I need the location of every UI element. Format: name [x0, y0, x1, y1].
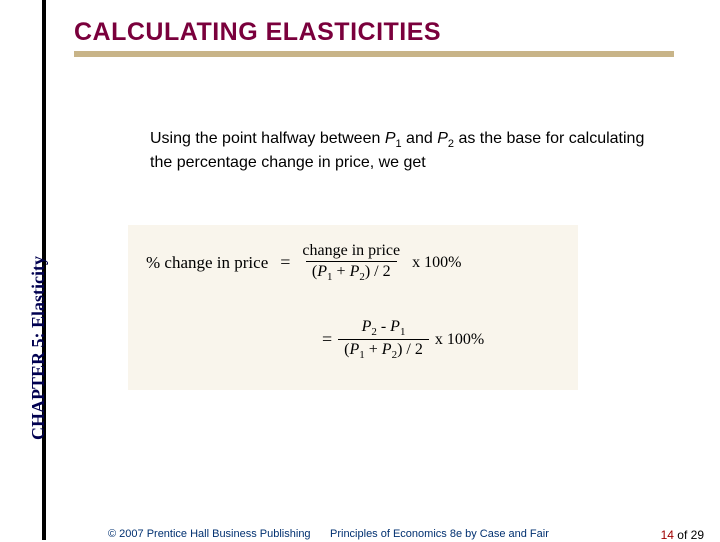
den1-p2: P [350, 263, 360, 280]
tail-1: x 100% [412, 254, 461, 272]
slide-title-area: CALCULATING ELASTICITIES [74, 18, 694, 57]
formula-box: % change in price = change in price (P1 … [128, 225, 578, 390]
equals-2: = [322, 329, 332, 350]
den1-p1: P [317, 263, 327, 280]
den1-close: ) / 2 [365, 263, 391, 280]
title-underline [74, 51, 674, 57]
denominator-2: (P1 + P2) / 2 [338, 339, 429, 362]
body-paragraph: Using the point halfway between P1 and P… [150, 128, 670, 174]
equation-line-1: % change in price = change in price (P1 … [146, 241, 461, 284]
chapter-label: CHAPTER 5: Elasticity [28, 256, 49, 440]
den2-plus: + [365, 341, 382, 358]
num2-s1: 1 [400, 326, 406, 338]
var-p2: P [437, 130, 448, 147]
tail-2: x 100% [435, 331, 484, 349]
fraction-2: P2 - P1 (P1 + P2) / 2 [338, 317, 429, 362]
fraction-1: change in price (P1 + P2) / 2 [296, 241, 406, 284]
numerator-2: P2 - P1 [356, 317, 412, 339]
num2-minus: - [377, 318, 390, 335]
denominator-1: (P1 + P2) / 2 [306, 261, 397, 284]
copyright: © 2007 Prentice Hall Business Publishing [108, 528, 311, 540]
numerator-1: change in price [296, 241, 406, 261]
book-title: Principles of Economics 8e by Case and F… [330, 528, 549, 540]
num2-p2: P [362, 318, 372, 335]
equation-line-2: = P2 - P1 (P1 + P2) / 2 x 100% [316, 317, 484, 362]
body-mid: and [402, 130, 438, 147]
var-p1: P [385, 130, 396, 147]
den1-plus: + [333, 263, 350, 280]
formula-lhs: % change in price [146, 253, 268, 273]
body-pre: Using the point halfway between [150, 130, 385, 147]
den2-p1: P [349, 341, 359, 358]
den2-p2: P [382, 341, 392, 358]
den2-close: ) / 2 [397, 341, 423, 358]
equals-1: = [280, 252, 290, 273]
slide-title: CALCULATING ELASTICITIES [74, 18, 694, 47]
num2-p1: P [390, 318, 400, 335]
